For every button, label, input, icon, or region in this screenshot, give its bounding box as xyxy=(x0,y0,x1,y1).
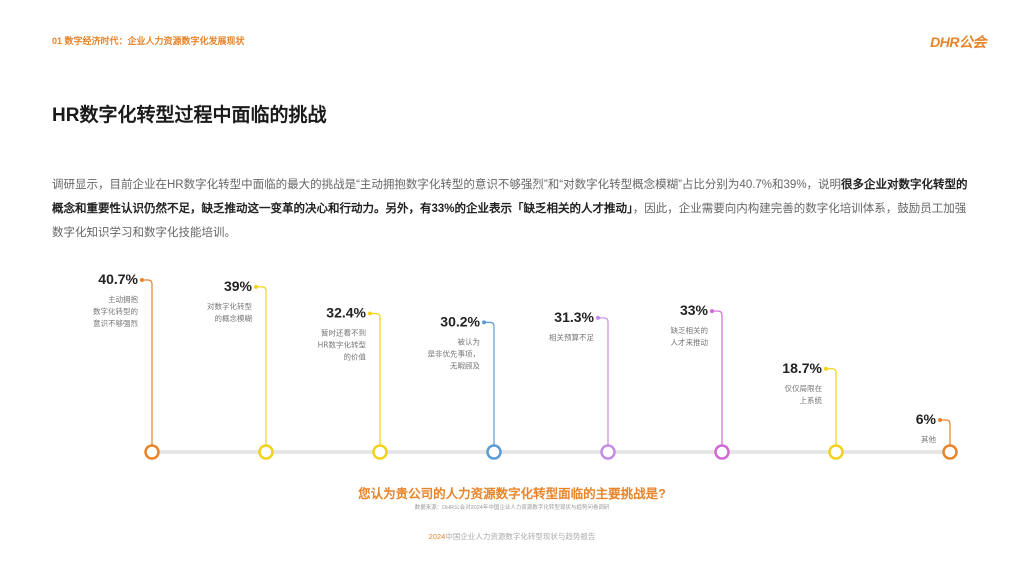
category-label: HR数字化转型 xyxy=(318,339,367,349)
connector-line xyxy=(142,279,153,445)
connector-line xyxy=(598,317,609,445)
brand-logo: DHR公会 xyxy=(930,34,986,50)
value-label: 31.3% xyxy=(554,309,594,325)
connector-dot xyxy=(596,315,600,320)
category-label: 缺乏相关的 xyxy=(671,325,709,335)
intro-text-2: ，因此，企业需要向内构建完善的数字化培训体系，鼓励员工加强数字化知识学习和数字化… xyxy=(52,203,967,239)
value-label: 30.2% xyxy=(440,313,480,329)
value-label: 6% xyxy=(916,411,937,427)
category-label: 的概念模糊 xyxy=(215,313,253,323)
value-label: 39% xyxy=(224,278,253,294)
chart-title: 您认为贵公司的人力资源数字化转型面临的主要挑战是? xyxy=(358,487,666,501)
data-source: 数据来源：DHR公会对2024年中国企业人力资源数字化转型现状与趋势问卷调研 xyxy=(414,505,610,511)
connector-line xyxy=(370,312,381,445)
category-label: 仅仅局限在 xyxy=(785,383,823,393)
data-point-marker xyxy=(942,444,958,460)
category-label: 意识不够强烈 xyxy=(93,318,138,328)
connector-dot xyxy=(824,366,828,371)
footer: 2024中国企业人力资源数字化转型现状与趋势报告 xyxy=(0,531,1024,542)
category-label: 数字化转型的 xyxy=(93,306,138,316)
intro-highlight: 很多企业对数字化转型的概念和重要性认识仍然不足，缺乏推动这一变革的决心和行动力。… xyxy=(52,179,968,215)
intro-paragraph: 调研显示，目前企业在HR数字化转型中面临的最大的挑战是“主动拥抱数字化转型的意识… xyxy=(52,173,970,245)
value-label: 40.7% xyxy=(98,271,138,287)
value-label: 33% xyxy=(680,302,709,318)
data-point-marker xyxy=(828,444,844,460)
connector-line xyxy=(712,310,723,445)
footer-text: 中国企业人力资源数字化转型现状与趋势报告 xyxy=(445,532,596,541)
category-label: 暂时还看不到 xyxy=(321,327,366,337)
connector-line xyxy=(256,286,267,445)
category-label: 上系统 xyxy=(800,395,823,405)
data-point-marker xyxy=(714,444,730,460)
connector-dot xyxy=(938,418,942,422)
connector-line xyxy=(940,419,951,445)
connector-dot xyxy=(140,278,144,282)
data-point-marker xyxy=(258,444,274,460)
connector-dot xyxy=(482,320,486,325)
intro-text-1: 调研显示，目前企业在HR数字化转型中面临的最大的挑战是“主动拥抱数字化转型的意识… xyxy=(52,179,842,191)
section-label: 01 数字经济时代：企业人力资源数字化发展现状 xyxy=(52,36,245,46)
footer-year: 2024 xyxy=(428,532,446,541)
connector-dot xyxy=(368,311,372,316)
category-label: 人才来推动 xyxy=(671,337,709,347)
category-label: 对数字化转型 xyxy=(207,301,252,311)
page-title: HR数字化转型过程中面临的挑战 xyxy=(52,105,327,126)
data-point-marker xyxy=(372,444,388,460)
data-point-marker xyxy=(486,444,502,460)
value-label: 18.7% xyxy=(782,360,822,376)
data-point-marker xyxy=(600,444,616,460)
category-label: 其他 xyxy=(921,434,936,444)
category-label: 的价值 xyxy=(344,351,367,361)
connector-line xyxy=(826,368,837,445)
category-label: 无暇顾及 xyxy=(450,361,480,370)
category-label: 主动拥抱 xyxy=(108,294,138,304)
category-label: 相关预算不足 xyxy=(549,332,594,342)
connector-dot xyxy=(710,309,714,314)
category-label: 是非优先事项， xyxy=(428,348,481,358)
value-label: 32.4% xyxy=(326,304,366,320)
category-label: 被认为 xyxy=(458,336,481,346)
data-point-marker xyxy=(144,444,160,460)
connector-line xyxy=(484,321,495,445)
connector-dot xyxy=(254,284,258,289)
